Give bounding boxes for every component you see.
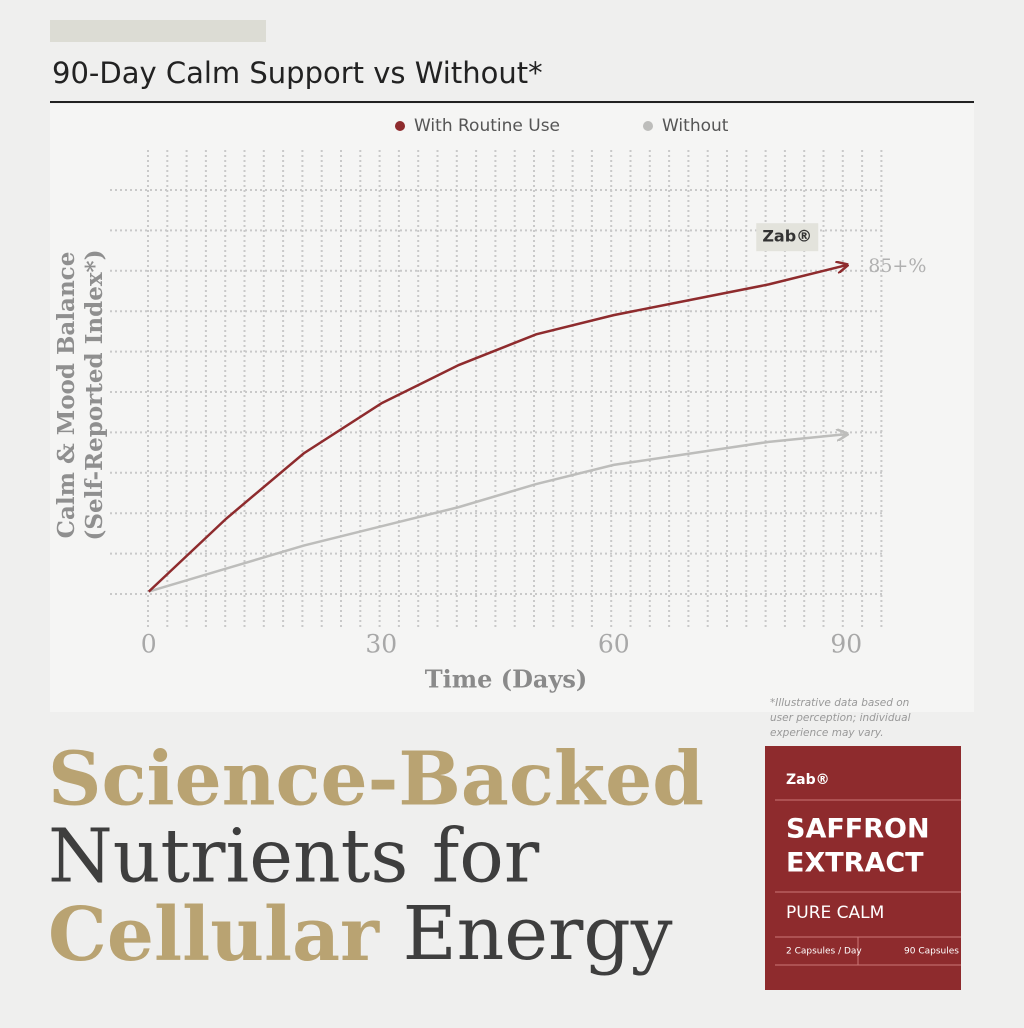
x-tick-label: 30	[365, 630, 397, 659]
legend-label: Without	[662, 116, 729, 136]
headline: Science-Backed Nutrients for Cellular En…	[48, 737, 704, 978]
legend-dot	[643, 121, 653, 131]
plot: 0 30 60 90 With Routine Use Without Zab® 85+%	[110, 116, 926, 659]
product-label	[765, 746, 961, 990]
headline-word: Cellular	[48, 892, 380, 978]
x-axis-label: Time (Days)	[425, 665, 588, 694]
line	[148, 434, 847, 593]
footnote: *Illustrative data based on user percept…	[770, 697, 914, 739]
product-dose: 2 Capsules / Day	[786, 947, 862, 957]
annotation: 85+%	[868, 255, 926, 277]
chart-panel	[50, 104, 974, 712]
annotation: Zab®	[762, 227, 812, 246]
x-tick-label: 90	[830, 630, 862, 659]
legend-label: With Routine Use	[414, 116, 560, 136]
chart-title: 90-Day Calm Support vs Without*	[52, 56, 543, 90]
x-tick-label: 0	[141, 630, 157, 659]
product-name: SAFFRON	[786, 814, 930, 845]
product-name: EXTRACT	[786, 848, 924, 879]
product-brand: Zab®	[786, 772, 830, 788]
headline-line: Science-Backed	[48, 737, 704, 823]
line	[147, 265, 847, 593]
legend-dot	[395, 121, 405, 131]
brand-badge	[756, 223, 819, 252]
product-count: 90 Capsules	[904, 947, 959, 957]
footnote-line: *Illustrative data based on	[770, 697, 913, 709]
top-bar	[50, 20, 266, 42]
y-axis-label: Calm & Mood Balance	[53, 252, 80, 539]
headline-line: Cellular Energy	[48, 891, 673, 977]
x-tick-label: 60	[598, 630, 630, 659]
headline-line: Nutrients for	[48, 813, 540, 899]
product-tagline: PURE CALM	[786, 903, 884, 923]
headline-word: Energy	[379, 891, 673, 977]
footnote-line: experience may vary.	[770, 727, 884, 739]
y-axis-label: (Self-Reported Index*)	[81, 250, 108, 541]
footnote-line: user perception; individual	[770, 712, 914, 724]
